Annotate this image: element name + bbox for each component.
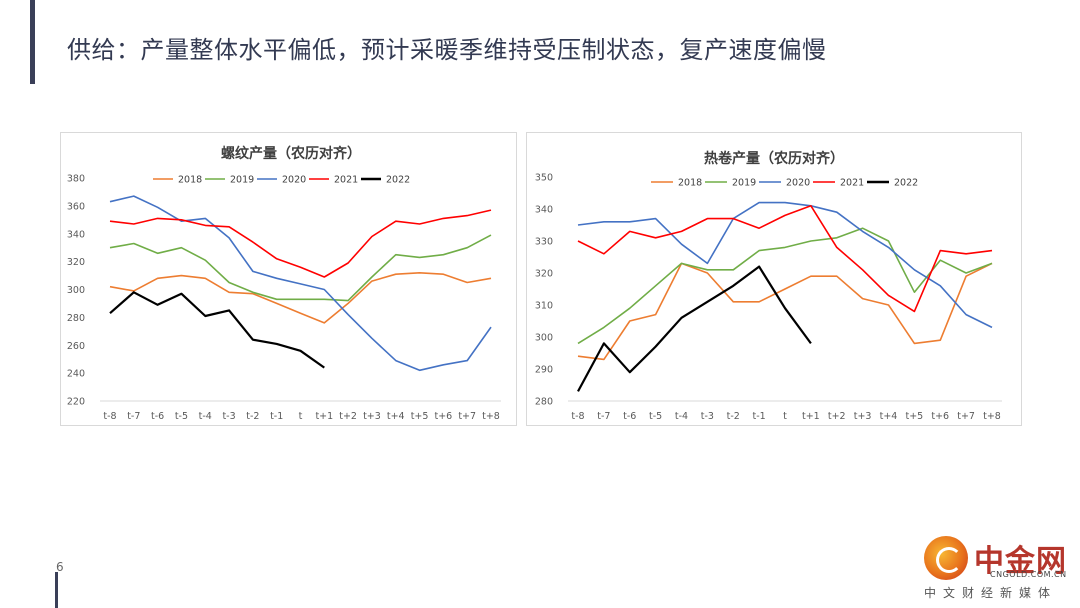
rebar-legend-label-2021: 2021: [334, 175, 358, 186]
rebar-output-chart-svg: 螺纹产量（农历对齐） 2018 2019 2020 2021 2022 220 240 260 2…: [67, 145, 501, 422]
hot-coil-y-tick-label: 310: [535, 301, 553, 312]
watermark-name: 中金网: [974, 544, 1067, 579]
hot-coil-x-tick-label: t+5: [906, 411, 924, 422]
rebar-chart-title: 螺纹产量（农历对齐）: [221, 145, 361, 162]
watermark: 中金网 CNGOLD.COM.CN 中文财经新媒体: [906, 530, 1076, 602]
hot-coil-output-chart-svg: 热卷产量（农历对齐）2018 2019 2020 2021 2022 280 290 300 3…: [535, 150, 1002, 422]
rebar-legend-label-2020: 2020: [282, 175, 306, 186]
hot-coil-x-tick-label: t-3: [701, 411, 714, 422]
rebar-x-tick-label: t+5: [411, 411, 429, 422]
hot-coil-series-line-2019: [577, 227, 993, 345]
rebar-y-tick-label: 360: [67, 201, 85, 212]
rebar-x-tick-label: t-8: [103, 411, 116, 422]
watermark-swirl-icon: [936, 547, 962, 573]
hot-coil-chart-title: 热卷产量（农历对齐）: [704, 150, 844, 167]
hot-coil-y-tick-label: 330: [535, 237, 553, 248]
rebar-x-tick-label: t+7: [458, 411, 476, 422]
hot-coil-x-tick-label: t+4: [880, 411, 898, 422]
hot-coil-series-line-2020: [577, 201, 993, 329]
rebar-y-tick-label: 380: [67, 174, 85, 185]
hot-coil-series-line-2021: [577, 205, 993, 313]
hot-coil-x-tick-label: t-2: [727, 411, 740, 422]
page-number: 6: [56, 560, 64, 574]
hot-coil-x-tick-label: t+1: [802, 411, 820, 422]
rebar-y-tick-label: 220: [67, 397, 85, 408]
rebar-y-tick-label: 340: [67, 229, 85, 240]
rebar-series-line-2021: [109, 209, 492, 278]
hot-coil-x-tick-label: t+3: [854, 411, 872, 422]
rebar-x-tick-label: t-2: [246, 411, 259, 422]
hot-coil-x-tick-label: t+2: [828, 411, 846, 422]
rebar-x-tick-label: t-6: [151, 411, 164, 422]
hot-coil-x-tick-label: t+7: [957, 411, 975, 422]
hot-coil-x-tick-label: t+6: [931, 411, 949, 422]
rebar-x-tick-label: t-7: [127, 411, 140, 422]
rebar-y-tick-label: 260: [67, 341, 85, 352]
footer-accent-bar: [55, 572, 58, 608]
rebar-legend-label-2019: 2019: [230, 175, 254, 186]
hot-coil-y-tick-label: 340: [535, 205, 553, 216]
hot-coil-x-tick-label: t: [783, 411, 787, 422]
hot-coil-y-tick-label: 320: [535, 269, 553, 280]
watermark-slogan: 中文财经新媒体: [924, 586, 1058, 600]
rebar-y-tick-label: 240: [67, 369, 85, 380]
hot-coil-x-tick-label: t-4: [675, 411, 688, 422]
rebar-x-tick-label: t+4: [387, 411, 405, 422]
hot-coil-legend-label-2020: 2020: [786, 178, 810, 189]
hot-coil-x-tick-label: t-1: [753, 411, 766, 422]
rebar-x-tick-label: t+2: [339, 411, 357, 422]
rebar-x-tick-label: t+6: [435, 411, 453, 422]
slide-title: 供给：产量整体水平偏低，预计采暖季维持受压制状态，复产速度偏慢: [67, 36, 827, 64]
rebar-y-tick-label: 280: [67, 313, 85, 324]
hot-coil-legend-label-2021: 2021: [840, 178, 864, 189]
hot-coil-x-tick-label: t-5: [649, 411, 662, 422]
rebar-series-line-2020: [109, 195, 492, 372]
hot-coil-y-tick-label: 350: [535, 173, 553, 184]
rebar-series-line-2019: [109, 234, 492, 302]
rebar-x-tick-label: t-4: [199, 411, 212, 422]
rebar-series-line-2022: [109, 291, 325, 369]
hot-coil-series-line-2022: [577, 265, 812, 392]
rebar-x-tick-label: t-1: [270, 411, 283, 422]
hot-coil-output-chart: 热卷产量（农历对齐） 2018 2019 2020 2021 2022 280 290 300 3…: [526, 132, 1022, 426]
watermark-domain: CNGOLD.COM.CN: [990, 570, 1067, 579]
rebar-x-tick-label: t+3: [363, 411, 381, 422]
title-accent-bar: [30, 0, 35, 84]
hot-coil-x-tick-label: t-8: [571, 411, 584, 422]
hot-coil-legend-label-2019: 2019: [732, 178, 756, 189]
hot-coil-legend-label-2022: 2022: [894, 178, 918, 189]
rebar-series-line-2018: [109, 272, 492, 324]
rebar-legend-label-2022: 2022: [386, 175, 410, 186]
hot-coil-x-tick-label: t+8: [983, 411, 1001, 422]
rebar-y-tick-label: 320: [67, 257, 85, 268]
rebar-legend-label-2018: 2018: [178, 175, 202, 186]
hot-coil-series-line-2018: [577, 262, 993, 361]
rebar-x-tick-label: t+1: [315, 411, 333, 422]
hot-coil-y-tick-label: 300: [535, 333, 553, 344]
hot-coil-x-tick-label: t-6: [623, 411, 636, 422]
hot-coil-y-tick-label: 280: [535, 397, 553, 408]
hot-coil-legend-label-2018: 2018: [678, 178, 702, 189]
rebar-output-chart: 螺纹产量（农历对齐） 2018 2019 2020 2021 2022 220 240 260 2…: [60, 132, 517, 426]
rebar-x-tick-label: t-3: [222, 411, 235, 422]
rebar-x-tick-label: t-5: [175, 411, 188, 422]
rebar-x-tick-label: t: [299, 411, 303, 422]
rebar-y-tick-label: 300: [67, 285, 85, 296]
rebar-x-tick-label: t+8: [482, 411, 500, 422]
hot-coil-x-tick-label: t-7: [597, 411, 610, 422]
hot-coil-y-tick-label: 290: [535, 365, 553, 376]
